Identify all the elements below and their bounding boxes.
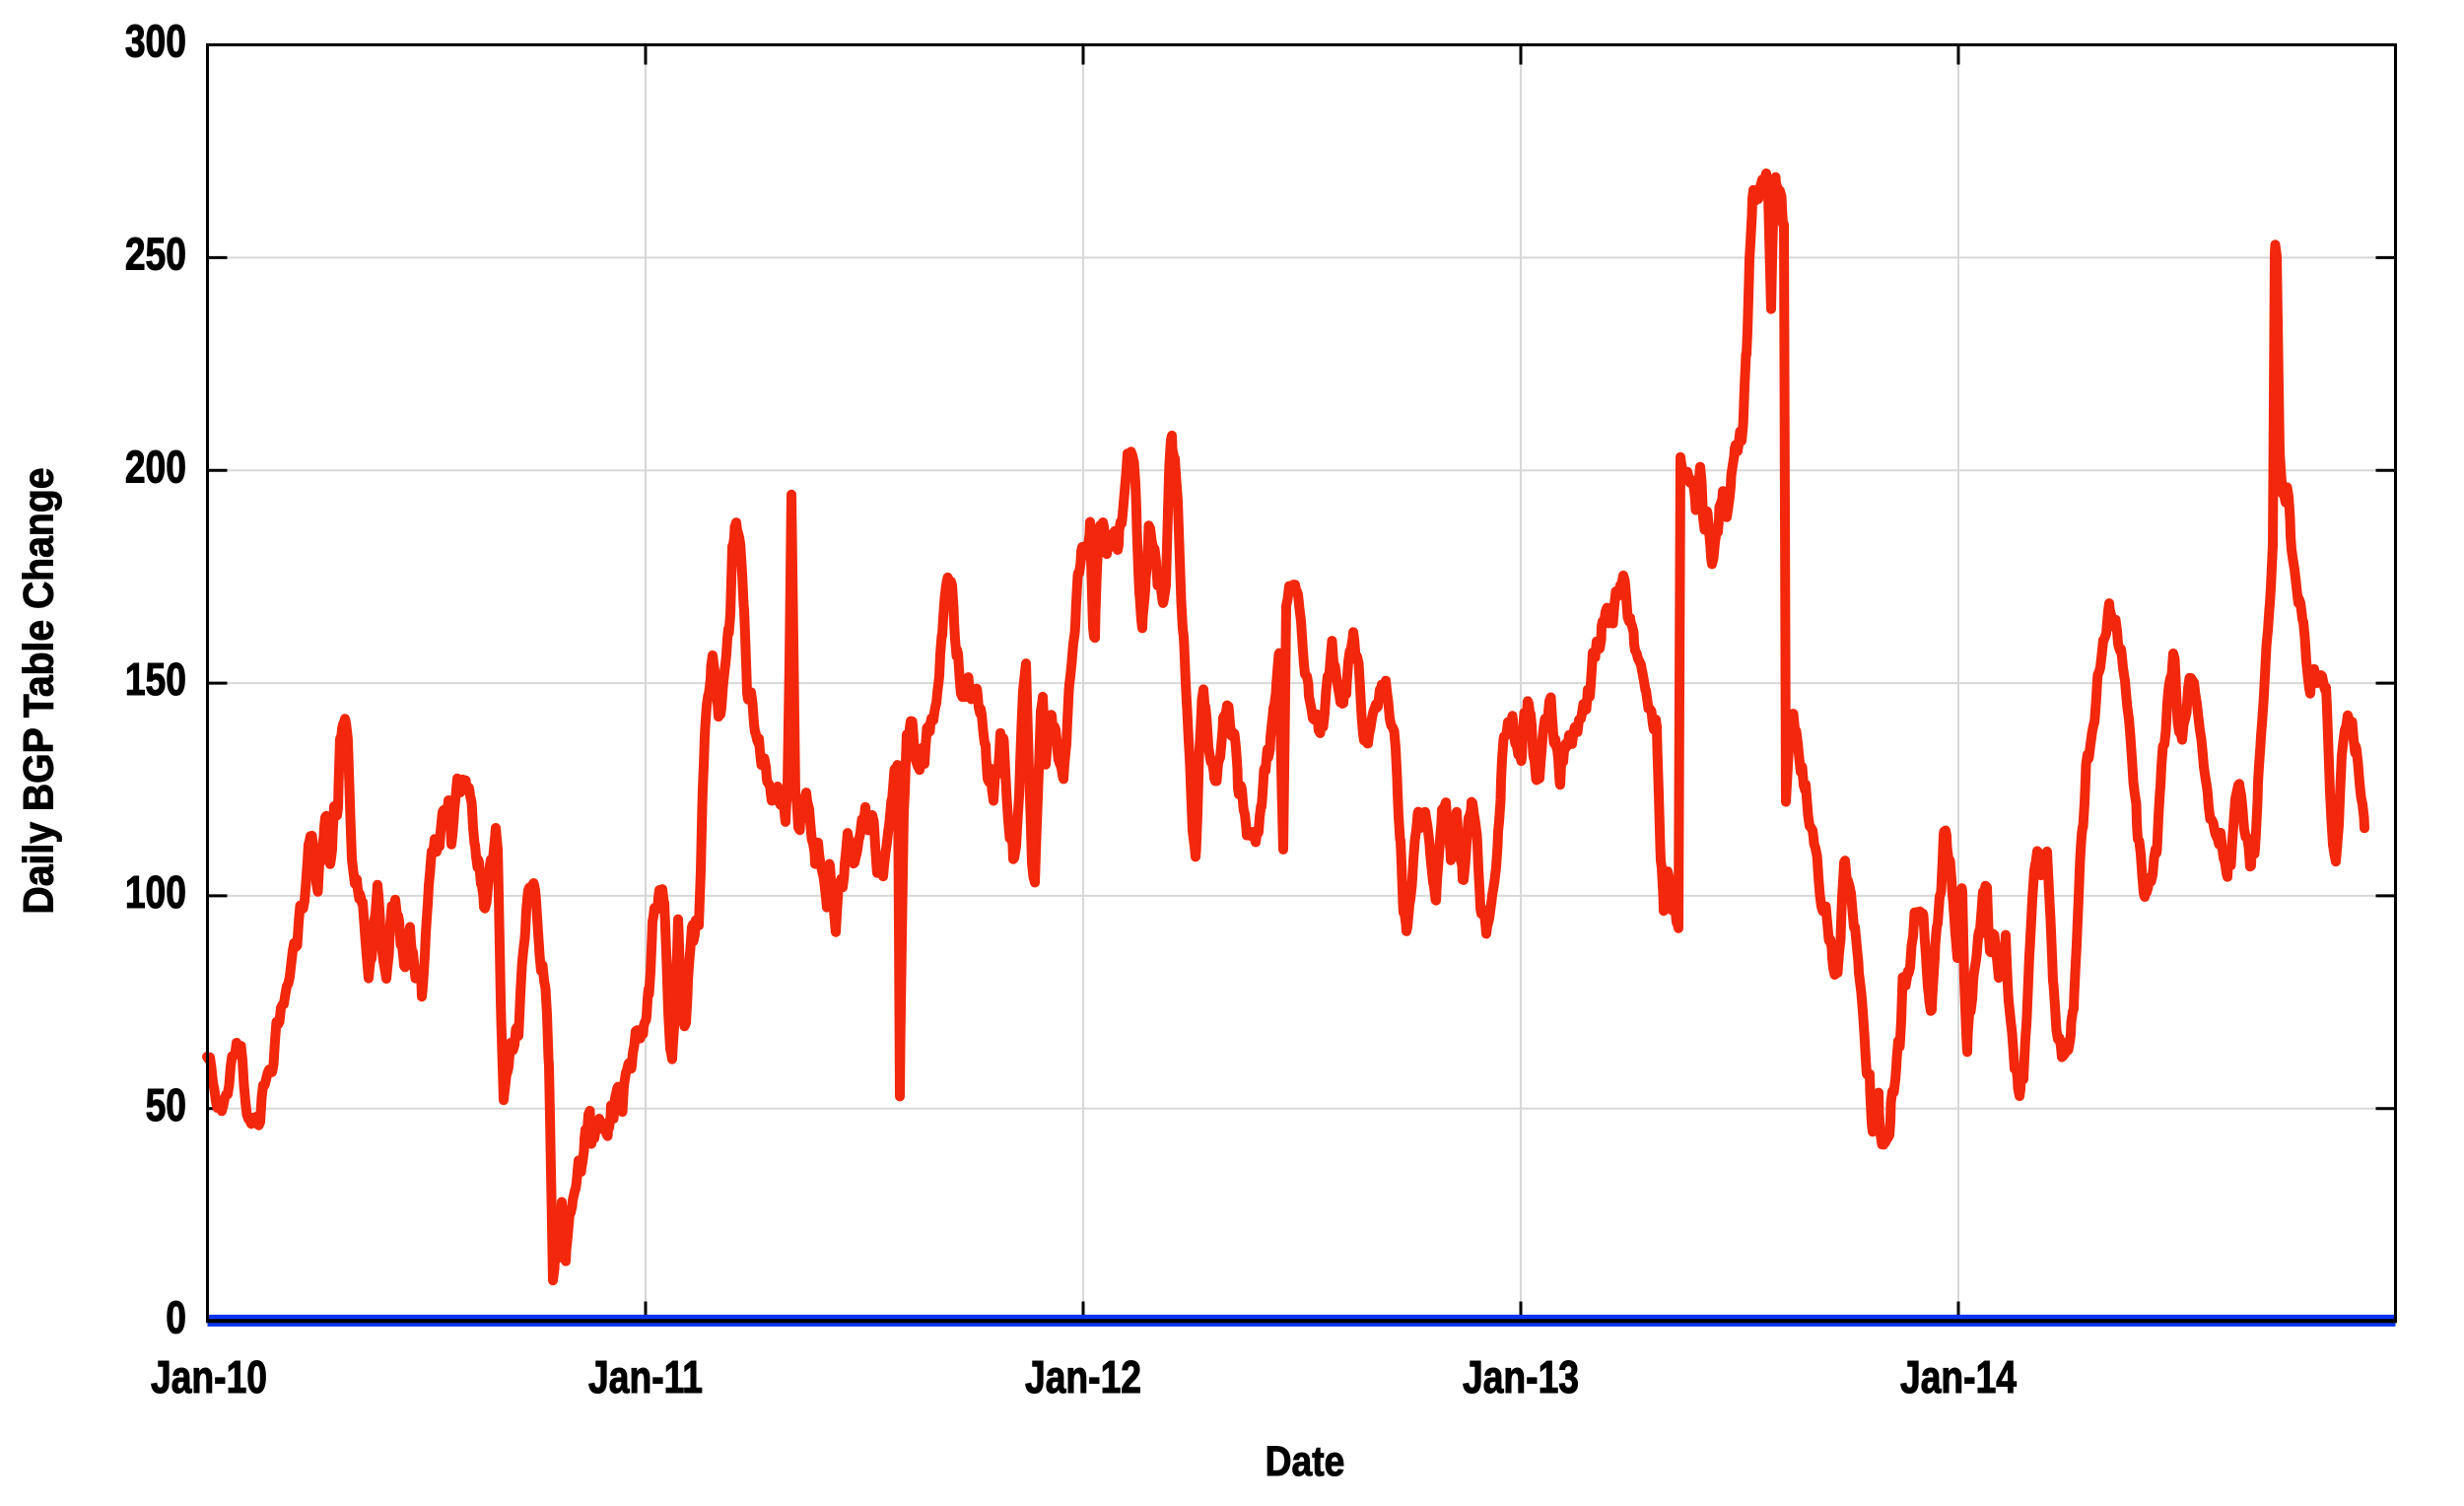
svg-text:Jan-14: Jan-14 <box>1900 1351 2018 1403</box>
svg-text:Jan-10: Jan-10 <box>151 1351 267 1403</box>
svg-text:0: 0 <box>166 1292 186 1343</box>
svg-text:300: 300 <box>125 16 186 67</box>
svg-text:Jan-13: Jan-13 <box>1463 1351 1579 1403</box>
svg-text:100: 100 <box>125 866 186 918</box>
svg-text:50: 50 <box>146 1079 186 1130</box>
svg-text:Jan-11: Jan-11 <box>588 1351 703 1403</box>
svg-text:Daily BGP Table Change: Daily BGP Table Change <box>15 467 62 914</box>
svg-text:200: 200 <box>125 441 186 492</box>
svg-text:Jan-12: Jan-12 <box>1025 1351 1141 1403</box>
svg-text:250: 250 <box>125 229 186 280</box>
svg-text:Date: Date <box>1266 1438 1345 1485</box>
svg-text:150: 150 <box>125 653 186 705</box>
